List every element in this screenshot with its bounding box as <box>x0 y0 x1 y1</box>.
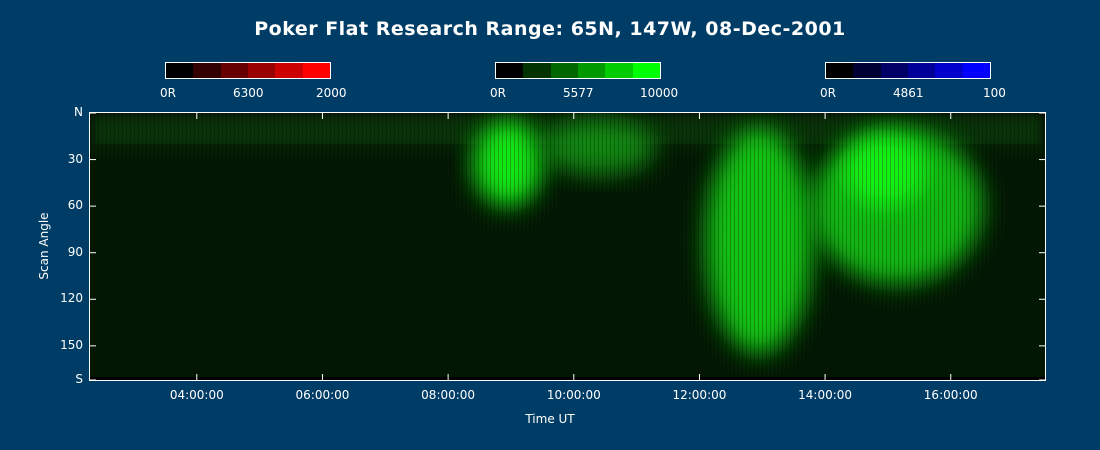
y-tick-label: 150 <box>60 337 83 352</box>
colorbar-name: 6300 <box>233 86 264 100</box>
x-tick-label: 10:00:00 <box>546 388 601 402</box>
colorbar-segment <box>550 63 578 78</box>
colorbar-strip <box>165 62 331 79</box>
colorbar-max-label: 100 <box>983 86 1006 100</box>
x-tick-label: 08:00:00 <box>421 388 476 402</box>
x-tick-label: 04:00:00 <box>169 388 224 402</box>
colorbar-min-label: 0R <box>160 86 176 100</box>
colorbar-segment <box>275 63 303 78</box>
colorbar-max-label: 2000 <box>316 86 347 100</box>
colorbar-6300: 0R 6300 2000 <box>160 62 347 100</box>
colorbar-segment <box>577 63 606 78</box>
colorbar-name: 4861 <box>893 86 924 100</box>
y-tick-label: 120 <box>60 291 83 306</box>
y-tick-label: 30 <box>67 151 83 166</box>
y-tick-label: 60 <box>67 198 83 213</box>
colorbar-segment <box>523 63 551 78</box>
colorbar-segment <box>220 63 248 78</box>
colorbar-name: 5577 <box>563 86 594 100</box>
colorbar-4861: 0R 4861 100 <box>820 62 1006 100</box>
colorbar-segment <box>907 63 936 78</box>
colorbar-segment <box>496 63 524 78</box>
plot-area <box>89 112 1046 381</box>
colorbar-min-label: 0R <box>820 86 836 100</box>
x-tick-label: 16:00:00 <box>923 388 978 402</box>
colorbar-segment <box>166 63 194 78</box>
keogram-heatmap <box>90 113 1045 380</box>
colorbar-segment <box>247 63 276 78</box>
y-axis-label: Scan Angle <box>37 212 51 280</box>
colorbar-segment <box>880 63 908 78</box>
colorbar-segment <box>193 63 221 78</box>
y-tick-label: 90 <box>67 244 83 259</box>
x-tick-label: 14:00:00 <box>798 388 853 402</box>
colorbar-segment <box>826 63 854 78</box>
colorbar-segment <box>632 63 660 78</box>
colorbar-5577: 0R 5577 10000 <box>490 62 678 100</box>
x-tick-label: 06:00:00 <box>295 388 350 402</box>
colorbar-min-label: 0R <box>490 86 506 100</box>
y-tick-label: N <box>74 105 83 119</box>
y-tick-label: S <box>75 372 83 386</box>
colorbar-max-label: 10000 <box>640 86 679 100</box>
colorbar-strip <box>825 62 991 79</box>
colorbar-segment <box>853 63 881 78</box>
colorbar-segment <box>302 63 330 78</box>
colorbar-segment <box>605 63 633 78</box>
colorbar-segment <box>962 63 990 78</box>
colorbar-strip <box>495 62 661 79</box>
colorbar-segment <box>935 63 963 78</box>
x-tick-label: 12:00:00 <box>672 388 727 402</box>
chart-title: Poker Flat Research Range: 65N, 147W, 08… <box>254 18 846 40</box>
x-axis-label: Time UT <box>525 412 575 426</box>
